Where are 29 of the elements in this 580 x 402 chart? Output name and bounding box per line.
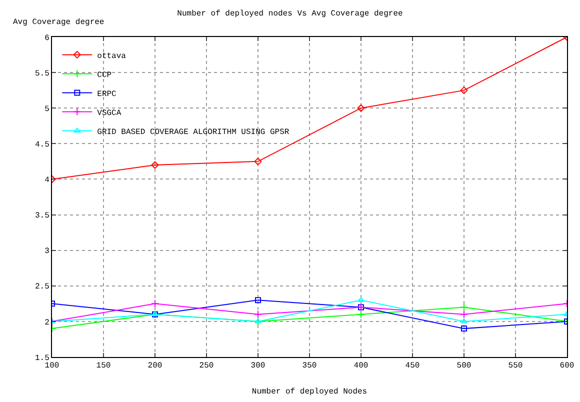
legend-label: GRID BASED COVERAGE ALGORITHM USING GPSR <box>97 128 290 137</box>
y-tick-label: 4 <box>44 176 50 186</box>
x-tick-label: 500 <box>456 362 472 371</box>
y-tick-label: 4.5 <box>34 140 50 150</box>
y-tick-label: 2 <box>44 318 50 328</box>
x-tick-label: 550 <box>508 362 523 371</box>
legend-label: VSGCA <box>97 108 122 118</box>
y-axis-title: Avg Coverage degree <box>13 18 104 27</box>
x-tick-label: 600 <box>560 362 574 371</box>
x-axis-title: Number of deployed Nodes <box>252 388 368 397</box>
y-tick-label: 5.5 <box>34 69 50 78</box>
y-tick-label: 1.5 <box>34 354 50 363</box>
legend-label: ERPC <box>97 90 117 99</box>
x-tick-label: 100 <box>44 362 60 371</box>
x-tick-label: 150 <box>96 362 111 371</box>
x-tick-label: 300 <box>250 362 266 371</box>
x-tick-label: 400 <box>354 362 368 371</box>
y-tick-label: 5 <box>44 104 50 114</box>
x-tick-label: 250 <box>199 362 214 371</box>
chart-title: Number of deployed nodes Vs Avg Coverage degree <box>177 10 404 19</box>
y-tick-label: 6 <box>44 34 50 43</box>
y-tick-label: 2.5 <box>34 282 50 292</box>
legend-label: ottava <box>97 52 126 61</box>
y-tick-label: 3 <box>44 247 50 256</box>
y-tick-label: 3.5 <box>34 212 50 221</box>
x-tick-label: 350 <box>302 362 317 371</box>
x-tick-label: 200 <box>148 362 162 371</box>
legend-label: CCP <box>97 70 112 80</box>
x-tick-label: 450 <box>405 362 420 371</box>
